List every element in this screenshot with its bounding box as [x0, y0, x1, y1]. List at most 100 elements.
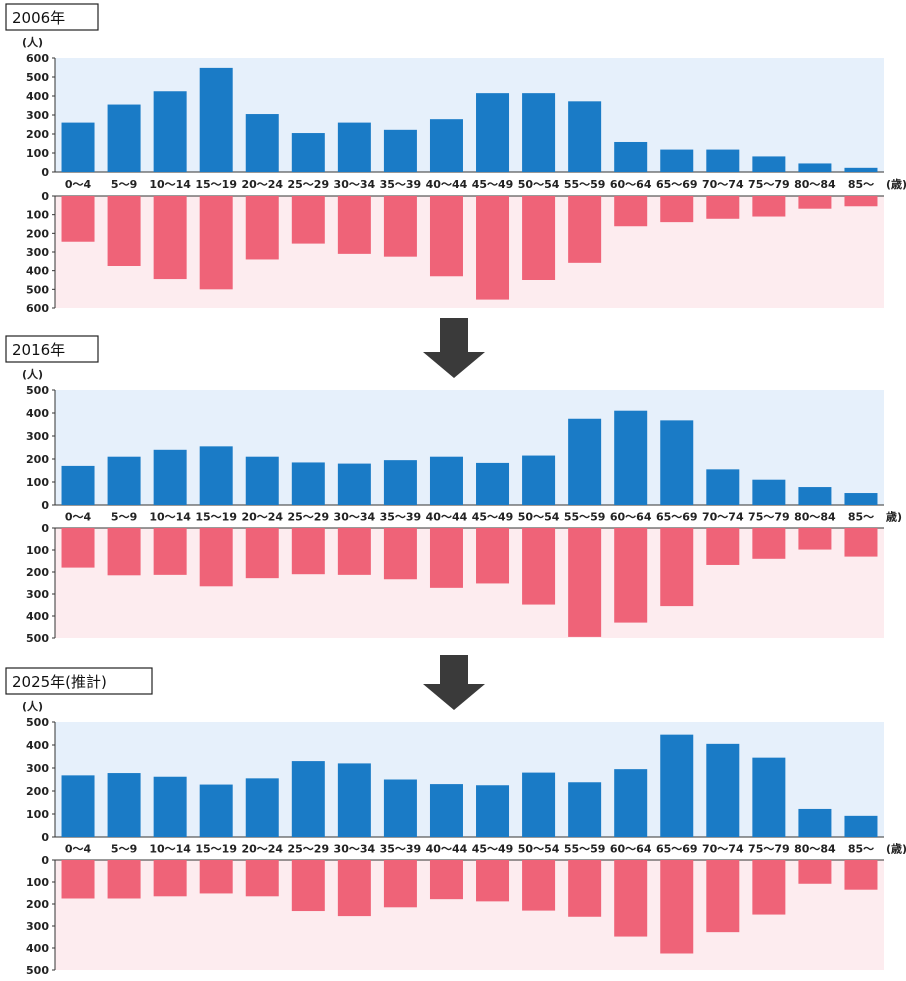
- lower-tick-label: 0: [41, 854, 49, 867]
- bar-upper: [706, 149, 740, 172]
- bar-lower: [476, 860, 510, 902]
- bar-lower: [153, 528, 187, 575]
- bar-upper: [337, 122, 371, 172]
- bar-lower: [798, 528, 832, 550]
- bar-upper: [245, 114, 279, 172]
- category-label: 80～84: [794, 178, 836, 191]
- upper-tick-label: 400: [26, 407, 49, 420]
- bar-lower: [614, 860, 648, 937]
- category-label: 0～4: [65, 178, 92, 191]
- bar-upper: [522, 772, 556, 837]
- bar-upper: [107, 456, 141, 505]
- bar-lower: [568, 528, 602, 637]
- category-label: 10～14: [149, 511, 191, 524]
- bar-lower: [61, 196, 95, 242]
- bar-upper: [660, 149, 694, 172]
- category-label: 85～: [848, 178, 874, 191]
- bar-upper: [61, 465, 95, 505]
- category-label: 65～69: [656, 178, 698, 191]
- category-label: 15～19: [195, 843, 237, 856]
- upper-tick-label: 100: [26, 808, 49, 821]
- bar-upper: [199, 67, 233, 172]
- category-label: 0～4: [65, 843, 92, 856]
- bar-upper: [61, 122, 95, 172]
- category-label: 40～44: [426, 178, 468, 191]
- bar-upper: [383, 779, 417, 837]
- down-arrow-icon: [423, 318, 485, 378]
- upper-tick-label: 400: [26, 739, 49, 752]
- x-axis-unit: (歳): [886, 842, 906, 856]
- bar-upper: [291, 462, 325, 505]
- upper-tick-label: 300: [26, 109, 49, 122]
- chart-title: 2016年: [12, 341, 65, 359]
- bar-lower: [429, 196, 463, 277]
- bar-lower: [798, 196, 832, 209]
- category-label: 35～39: [380, 843, 422, 856]
- upper-tick-label: 500: [26, 71, 49, 84]
- bar-lower: [706, 196, 740, 219]
- bar-lower: [245, 860, 279, 897]
- upper-tick-label: 300: [26, 762, 49, 775]
- bar-upper: [660, 420, 694, 505]
- category-label: 75～79: [748, 511, 790, 524]
- lower-tick-label: 500: [26, 632, 49, 645]
- upper-tick-label: 0: [41, 499, 49, 512]
- category-label: 50～54: [518, 843, 560, 856]
- bar-lower: [291, 528, 325, 575]
- category-label: 65～69: [656, 511, 698, 524]
- bar-upper: [844, 167, 878, 172]
- category-label: 60～64: [610, 511, 652, 524]
- chart-panel-1: 2006年 (人) 600 500 400 300 200 100 0 0 100 200 300 400…: [5, 3, 906, 315]
- bar-lower: [199, 860, 233, 894]
- bar-upper: [476, 93, 510, 172]
- category-label: 20～24: [241, 511, 283, 524]
- category-label: 30～34: [334, 843, 376, 856]
- category-label: 60～64: [610, 178, 652, 191]
- bar-upper: [614, 410, 648, 505]
- bar-lower: [706, 860, 740, 933]
- category-label: 25～29: [287, 843, 329, 856]
- lower-tick-label: 200: [26, 898, 49, 911]
- category-label: 80～84: [794, 843, 836, 856]
- bar-upper: [383, 460, 417, 505]
- bar-lower: [245, 528, 279, 579]
- bar-upper: [752, 757, 786, 837]
- lower-tick-label: 600: [26, 302, 49, 315]
- lower-tick-label: 100: [26, 544, 49, 557]
- bar-upper: [844, 815, 878, 837]
- bar-upper: [798, 808, 832, 837]
- bar-lower: [245, 196, 279, 260]
- category-label: 75～79: [748, 178, 790, 191]
- bar-upper: [614, 769, 648, 837]
- category-label: 30～34: [334, 178, 376, 191]
- bar-lower: [614, 528, 648, 623]
- category-label: 55～59: [564, 178, 606, 191]
- lower-tick-label: 300: [26, 246, 49, 259]
- bar-upper: [568, 418, 602, 505]
- bar-upper: [614, 141, 648, 172]
- bar-upper: [153, 91, 187, 172]
- bar-lower: [568, 860, 602, 917]
- bar-upper: [291, 133, 325, 172]
- lower-tick-label: 100: [26, 209, 49, 222]
- bar-lower: [568, 196, 602, 263]
- category-label: 70～74: [702, 843, 744, 856]
- y-axis-unit: (人): [22, 367, 43, 381]
- bar-upper: [153, 776, 187, 837]
- upper-plot-background: [55, 390, 884, 505]
- category-label: 55～59: [564, 511, 606, 524]
- bar-upper: [568, 101, 602, 172]
- lower-tick-label: 300: [26, 920, 49, 933]
- year-label-box: [5, 335, 99, 363]
- category-label: 85～: [848, 843, 874, 856]
- bar-lower: [199, 528, 233, 587]
- bar-lower: [291, 860, 325, 912]
- bar-lower: [844, 196, 878, 207]
- bar-lower: [153, 860, 187, 897]
- chart-panel-2: 2016年 (人) 500 400 300 200 100 0 0 100 200 300 400 500…: [5, 335, 902, 645]
- category-label: 80～84: [794, 511, 836, 524]
- upper-tick-label: 100: [26, 147, 49, 160]
- category-label: 10～14: [149, 843, 191, 856]
- category-label: 0～4: [65, 511, 92, 524]
